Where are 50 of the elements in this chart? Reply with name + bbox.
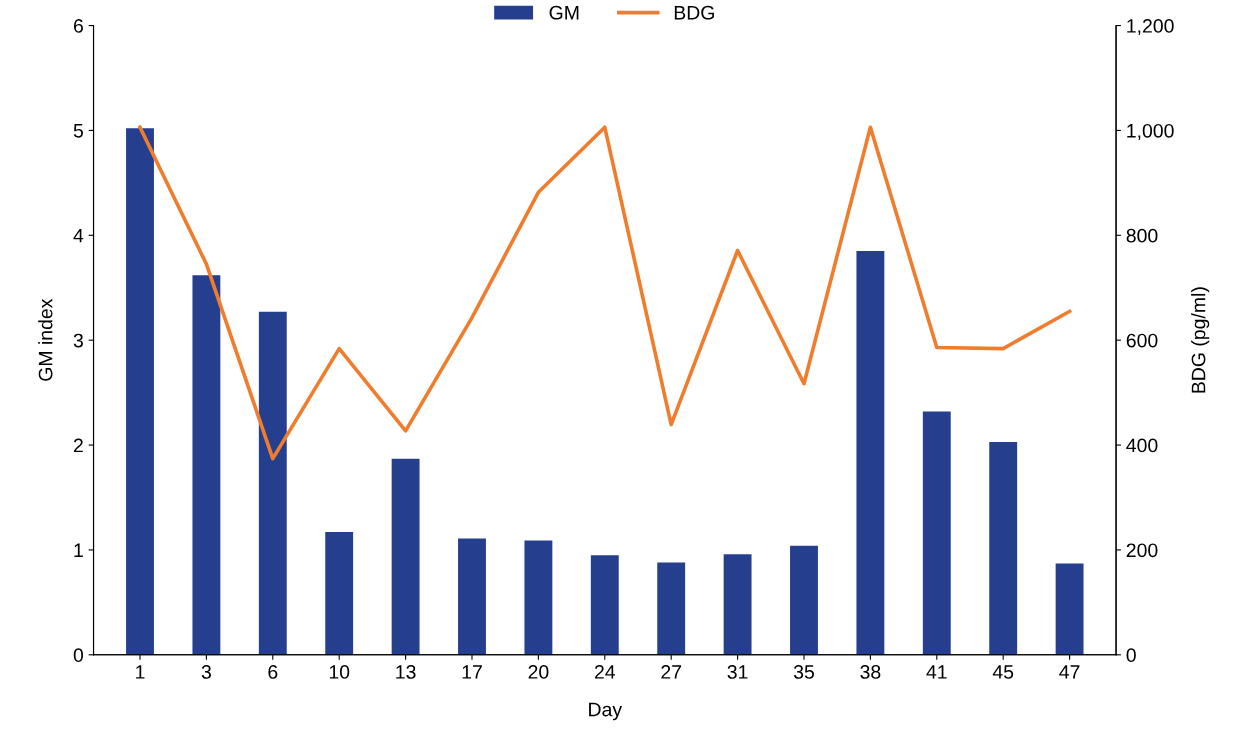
legend-label: GM — [549, 5, 579, 20]
y-tick-label: 1 — [74, 543, 83, 557]
x-tick-label: 10 — [329, 665, 350, 679]
y-tick-label: 5 — [73, 124, 83, 138]
y-tick-label: 6 — [73, 19, 83, 33]
y-axis-title: GM index — [38, 298, 53, 381]
x-tick-label: 17 — [462, 665, 482, 679]
bar — [590, 555, 619, 655]
bar — [391, 458, 420, 655]
x-tick-label: 47 — [1059, 665, 1080, 679]
x-tick-label: 35 — [793, 665, 814, 679]
x-tick-label: 31 — [727, 665, 748, 679]
x-tick-label: 45 — [992, 665, 1014, 679]
x-tick-label: 24 — [594, 665, 616, 679]
bar — [192, 275, 221, 655]
bar — [989, 441, 1018, 655]
x-tick-label: 6 — [268, 665, 278, 679]
y2-tick-label: 200 — [1126, 543, 1158, 558]
y2-tick-label: 400 — [1126, 438, 1158, 453]
x-tick-label: 13 — [396, 665, 416, 679]
bar — [126, 128, 154, 655]
y-tick-label: 4 — [73, 228, 84, 243]
x-tick-label: 20 — [528, 665, 549, 679]
x-axis-title: Day — [589, 702, 623, 721]
y2-tick-label: 800 — [1126, 228, 1158, 243]
legend-label: BDG — [674, 5, 714, 20]
y-tick-label: 3 — [73, 333, 83, 348]
y2-tick-label: 0 — [1126, 648, 1136, 663]
bar — [258, 311, 287, 655]
y2-tick-label: 1,000 — [1127, 123, 1174, 140]
bar — [657, 562, 686, 655]
line-series — [138, 125, 1072, 461]
y-tick-label: 2 — [73, 438, 83, 453]
bar — [458, 538, 486, 655]
bar — [856, 251, 885, 655]
x-tick-label: 41 — [926, 665, 947, 679]
x-tick-label: 1 — [136, 665, 145, 679]
y2-tick-label: 1,200 — [1127, 19, 1174, 36]
y-tick-label: 0 — [73, 648, 84, 663]
x-tick-label: 3 — [201, 665, 211, 679]
bar — [922, 411, 951, 655]
bar — [1055, 563, 1084, 655]
x-tick-label: 27 — [661, 665, 682, 679]
bar — [723, 554, 752, 655]
x-tick-label: 38 — [860, 665, 881, 679]
bar — [790, 545, 818, 655]
y2-axis-title: BDG (pg/ml) — [1191, 287, 1210, 393]
bar — [524, 540, 553, 655]
bar — [325, 532, 354, 655]
y2-tick-label: 600 — [1126, 333, 1158, 348]
